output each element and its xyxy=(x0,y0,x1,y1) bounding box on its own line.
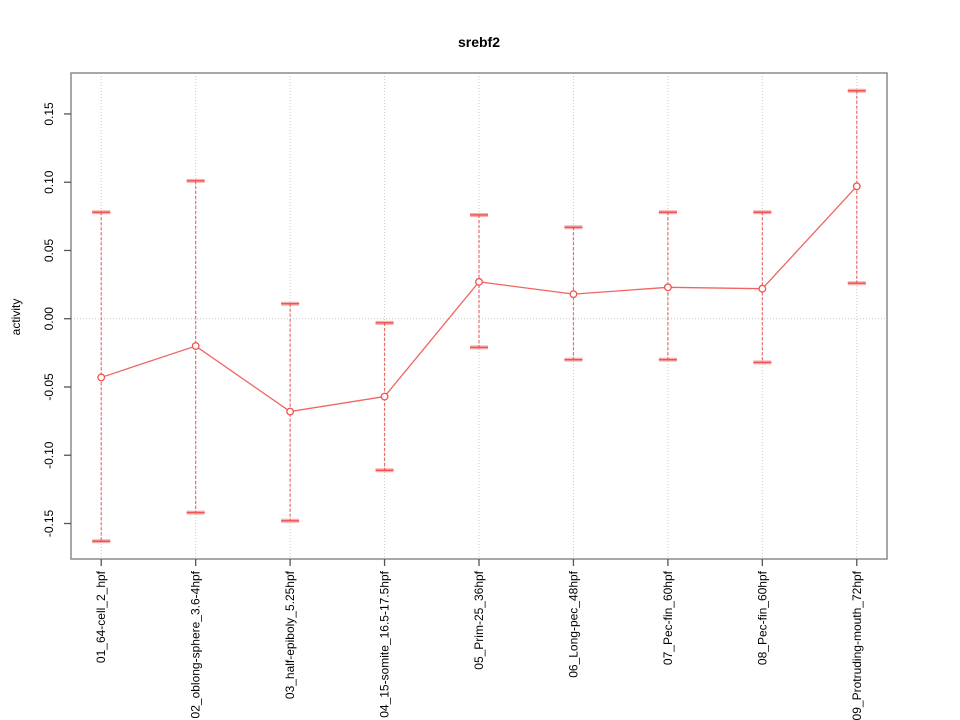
y-tick-label: 0.05 xyxy=(42,238,56,262)
chart-title: srebf2 xyxy=(457,34,501,50)
x-category-label: 08_Pec-fin_60hpf xyxy=(755,570,769,665)
data-point xyxy=(758,284,767,293)
y-tick-label: -0.10 xyxy=(42,441,56,469)
x-category-label: 07_Pec-fin_60hpf xyxy=(661,570,675,665)
y-tick-label: -0.15 xyxy=(42,510,56,538)
x-category-label: 06_Long-pec_48hpf xyxy=(566,570,580,677)
x-category-label: 02_oblong-sphere_3.6-4hpf xyxy=(189,570,203,718)
y-tick-label: 0.00 xyxy=(42,307,56,331)
x-category-label: 01_64-cell_2_hpf xyxy=(94,570,108,663)
data-point xyxy=(475,277,483,286)
y-tick-label: -0.05 xyxy=(42,373,56,401)
data-point xyxy=(286,407,295,416)
data-point xyxy=(380,392,389,401)
data-point xyxy=(569,290,578,299)
y-tick-label: 0.15 xyxy=(42,102,56,126)
data-point xyxy=(97,373,106,382)
data-point xyxy=(852,182,861,191)
x-category-label: 09_Protruding-mouth_72hpf xyxy=(850,570,864,720)
x-category-label: 03_half-epiboly_5.25hpf xyxy=(283,570,297,699)
x-category-label: 05_Prim-25_36hpf xyxy=(472,570,486,669)
y-tick-label: 0.10 xyxy=(42,170,56,194)
data-point xyxy=(191,342,200,350)
data-point xyxy=(663,283,672,292)
x-category-label: 04_15-somite_16.5-17.5hpf xyxy=(378,570,392,717)
